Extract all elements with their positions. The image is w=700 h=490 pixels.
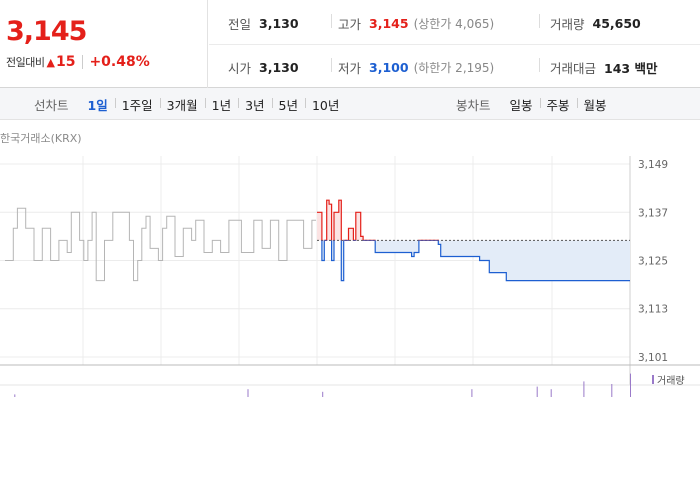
candle-weekly[interactable]: 주봉 — [539, 95, 577, 114]
open-value: 3,130 — [259, 60, 299, 75]
change-percent: +0.48% — [89, 54, 150, 70]
y-tick-label: 3,125 — [638, 256, 668, 268]
volume-bar — [471, 389, 473, 397]
current-price: 3,145 — [6, 16, 87, 47]
price-box: 3,145 전일대비 ▲ 15 +0.48% — [0, 0, 208, 88]
stat-prev-close: 전일 3,130 — [228, 14, 299, 33]
stat-open: 시가 3,130 — [228, 58, 299, 77]
price-change: 전일대비 ▲ 15 +0.48% — [6, 54, 150, 70]
y-tick-label: 3,149 — [638, 159, 668, 171]
volume-bar — [14, 394, 16, 397]
up-arrow-icon: ▲ — [46, 55, 55, 69]
volume-bar — [550, 389, 552, 397]
line-chart-label: 선차트 — [34, 97, 69, 113]
lower-limit: (하한가 2,195) — [413, 61, 495, 75]
chart-toolbar: 선차트 1일 1주일 3개월 1년 3년 5년 10년 봉차트 일봉 주봉 월봉 — [0, 88, 700, 120]
stat-turnover: 거래대금 143 백만 — [550, 58, 657, 77]
volume-bar — [536, 386, 538, 397]
prev-close-value: 3,130 — [259, 16, 299, 31]
volume-label: 거래량 — [550, 17, 585, 32]
y-tick-label: 3,137 — [638, 207, 668, 219]
period-1d[interactable]: 1일 — [87, 97, 108, 113]
period-10y[interactable]: 10년 — [304, 95, 346, 114]
turnover-value: 143 백만 — [604, 61, 658, 76]
period-3y[interactable]: 3년 — [238, 95, 271, 114]
low-value: 3,100 — [369, 60, 409, 75]
stat-volume: 거래량 45,650 — [550, 14, 641, 33]
high-label: 고가 — [338, 17, 362, 32]
intraday-chart[interactable]: 3,101 3,113 3,125 3,137 3,149 — [0, 120, 700, 400]
volume-bar — [322, 391, 324, 397]
candle-chart-periods: 봉차트 일봉 주봉 월봉 — [456, 88, 614, 120]
quote-panel: 3,145 전일대비 ▲ 15 +0.48% 전일 3,130 고가 3,145… — [0, 0, 700, 88]
today-line-up — [317, 199, 439, 241]
y-tick-label: 3,101 — [638, 352, 668, 364]
volume-bar — [247, 389, 249, 397]
stat-divider — [331, 58, 332, 72]
line-chart-periods: 선차트 1일 1주일 3개월 1년 3년 5년 10년 — [34, 88, 346, 120]
previous-day-line — [5, 207, 316, 282]
low-label: 저가 — [338, 61, 362, 76]
open-label: 시가 — [228, 61, 252, 76]
volume-bar — [630, 373, 631, 397]
candle-chart-label: 봉차트 — [456, 97, 491, 113]
volume-value: 45,650 — [592, 16, 641, 31]
volume-bar — [611, 384, 613, 397]
turnover-label: 거래대금 — [550, 61, 597, 76]
candle-monthly[interactable]: 월봉 — [576, 95, 614, 114]
stats-divider — [209, 44, 700, 45]
fall-area — [321, 240, 630, 281]
candle-daily[interactable]: 일봉 — [509, 97, 533, 113]
stat-low: 저가 3,100 (하한가 2,195) — [338, 58, 494, 77]
volume-legend: 거래량 — [652, 372, 685, 387]
volume-swatch — [652, 375, 654, 384]
period-1y[interactable]: 1년 — [204, 95, 238, 114]
change-divider — [82, 55, 84, 69]
prev-close-label: 전일 — [228, 17, 252, 32]
period-1w[interactable]: 1주일 — [114, 95, 160, 114]
upper-limit: (상한가 4,065) — [413, 17, 495, 31]
y-tick-label: 3,113 — [638, 304, 668, 316]
period-3m[interactable]: 3개월 — [159, 95, 205, 114]
change-value: 15 — [55, 54, 76, 70]
stats-grid: 전일 3,130 고가 3,145 (상한가 4,065) 거래량 45,650… — [209, 0, 700, 88]
chart-source: 한국거래소(KRX) — [0, 132, 82, 145]
volume-bar — [583, 381, 585, 397]
stat-high: 고가 3,145 (상한가 4,065) — [338, 14, 494, 33]
period-5y[interactable]: 5년 — [271, 95, 305, 114]
stat-divider — [539, 14, 540, 28]
high-value: 3,145 — [369, 16, 409, 31]
change-label: 전일대비 — [6, 56, 45, 69]
today-line-down — [321, 240, 630, 282]
stat-divider — [331, 14, 332, 28]
stat-divider — [539, 58, 540, 72]
volume-legend-label: 거래량 — [657, 376, 685, 387]
